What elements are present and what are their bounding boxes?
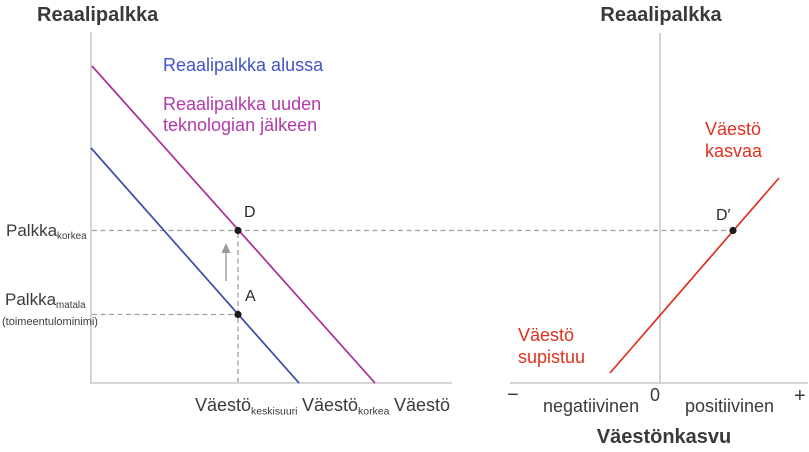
legend-initial-wage: Reaalipalkka alussa [163, 55, 324, 75]
legend-new-technology-wage: Reaalipalkka uuden teknologian jälkeen [163, 94, 321, 135]
left-y-axis-title: Reaalipalkka [37, 4, 159, 26]
point-a-dot [234, 310, 242, 319]
x-tick-negative: negatiivinen [543, 396, 640, 416]
legend-new-technology-line2: teknologian jälkeen [163, 114, 318, 135]
population-grows-label: Väestö kasvaa [705, 119, 762, 163]
y-label-wage-low-sub: matala [56, 300, 86, 312]
y-label-subsistence-note: (toimeentulominimi) [2, 316, 98, 328]
y-label-wage-low-base: Palkka [5, 290, 57, 309]
wage-curve-new-technology [91, 65, 376, 384]
legend-new-technology-line1: Reaalipalkka uuden [163, 94, 322, 114]
x-label-population-high-base: Väestö [302, 395, 359, 415]
population-grows-line2: kasvaa [705, 140, 763, 161]
x-tick-positive: positiivinen [685, 396, 775, 416]
x-label-population-medium: Väestökeskisuuri [195, 395, 297, 418]
population-grows-line1: Väestö [705, 119, 762, 139]
population-growth-curve [609, 177, 780, 374]
x-label-population-high-sub: korkea [358, 406, 390, 418]
x-label-population-medium-base: Väestö [195, 395, 252, 415]
x-label-population-medium-sub: keskisuuri [251, 406, 298, 418]
point-d-dot [234, 226, 242, 235]
point-a-label: A [245, 288, 256, 305]
population-shrinks-line1: Väestö [518, 325, 575, 345]
point-d-prime-label: D′ [716, 207, 731, 224]
x-axis-title-right: Väestönkasvu [596, 426, 732, 448]
population-shrinks-line2: supistuu [518, 346, 586, 367]
right-y-axis-title: Reaalipalkka [600, 4, 722, 26]
point-d-label: D [244, 204, 256, 221]
x-axis-title-left: Väestö [394, 395, 451, 415]
y-label-wage-high-sub: korkea [57, 231, 87, 243]
x-tick-zero: 0 [650, 385, 661, 405]
x-tick-minus: − [507, 384, 519, 406]
wage-curve-initial [90, 147, 300, 384]
x-tick-plus: + [794, 385, 806, 407]
population-shrinks-label: Väestö supistuu [518, 325, 585, 369]
y-label-wage-low: Palkkamatala [5, 290, 86, 311]
x-label-population-high: Väestökorkea [302, 395, 389, 418]
up-arrow-head-icon [221, 243, 231, 253]
y-label-wage-high: Palkkakorkea [6, 221, 87, 242]
y-label-wage-high-base: Palkka [6, 221, 58, 240]
point-d-prime-dot [729, 226, 737, 235]
